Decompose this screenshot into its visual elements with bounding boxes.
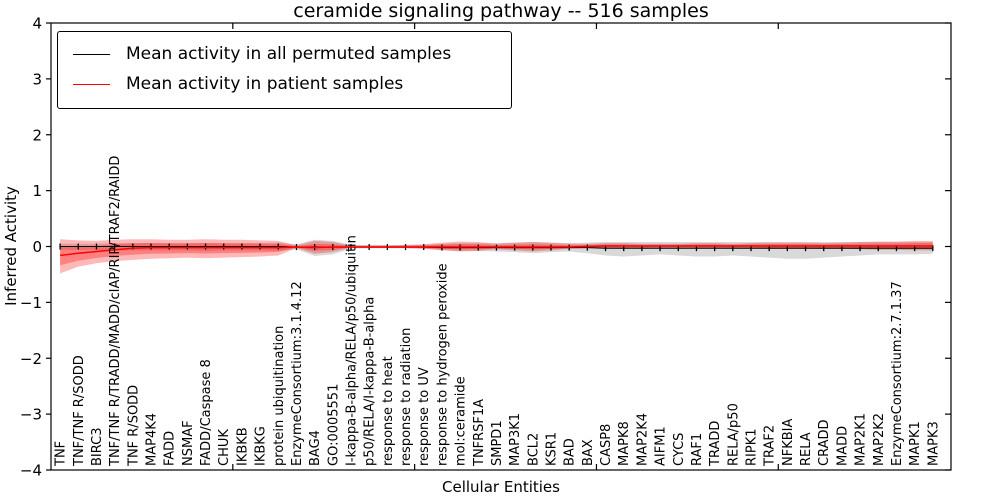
x-category-label: MADD (835, 426, 850, 466)
x-category-label: RELA/p50 (726, 403, 741, 466)
series-line (59, 245, 933, 257)
x-category-label: RAF1 (690, 433, 705, 466)
x-category-label: response to radiation (399, 328, 414, 466)
x-category-label: EnzymeConsortium:3.1.4.12 (290, 281, 305, 466)
x-category-label: BCL2 (526, 433, 541, 466)
axis-ticks (46, 22, 951, 471)
x-category-label: IKBKG (254, 426, 269, 466)
chart-title: ceramide signaling pathway -- 516 sample… (293, 0, 709, 22)
x-category-label: NSMAF (181, 420, 196, 466)
x-category-label: mol:ceramide (454, 376, 469, 466)
x-category-label: NFKBIA (781, 419, 796, 466)
legend-item-patient-samples: Mean activity in patient samples (73, 69, 511, 99)
x-category-label: TNF/TNF R/TRADD/MADD/cIAP/RIP/TRAF2/RAID… (108, 156, 123, 467)
y-tick-label: 2 (32, 126, 42, 144)
x-category-label: KSR1 (545, 432, 560, 466)
x-category-label: BAX (581, 439, 596, 466)
x-category-label: CYCS (672, 433, 687, 466)
x-category-label: RIPK1 (745, 428, 760, 466)
x-category-label: IKBKB (235, 427, 250, 466)
x-category-label: EnzymeConsortium:2.7.1.37 (890, 281, 905, 466)
x-category-label: BAG4 (308, 430, 323, 466)
x-category-label: TRADD (708, 421, 723, 467)
x-category-label: MAPK1 (908, 421, 923, 466)
y-tick-label: 0 (32, 238, 42, 256)
x-category-label: FADD/Caspase 8 (199, 359, 214, 466)
x-category-label: FADD (163, 431, 178, 466)
x-category-label: TNF (54, 441, 69, 467)
x-category-label: protein ubiquitination (272, 326, 287, 466)
x-category-label: TRAF2 (763, 425, 778, 467)
confidence-bands (60, 239, 933, 274)
x-category-label: BIRC3 (90, 428, 105, 467)
x-category-label: GO:0005551 (326, 384, 341, 466)
x-category-label: RELA (799, 432, 814, 466)
x-category-label: AIFM1 (654, 426, 669, 466)
y-tick-label: −3 (20, 406, 42, 424)
x-category-labels: TNF TNF/TNF R/SODD BIRC3 TNF/TNF R/TRADD/MA… (54, 156, 942, 467)
x-category-label: CRADD (817, 420, 832, 467)
x-category-label: TNFRSF1A (472, 399, 487, 467)
x-category-label: response to hydrogen peroxide (435, 263, 450, 466)
legend-box: Mean activity in all permuted samples Me… (57, 31, 512, 109)
x-category-label: CHUK (217, 429, 232, 466)
x-category-label: TNF R/SODD (126, 385, 141, 467)
x-category-label: MAP2K1 (854, 413, 869, 466)
legend-label-patient-samples: Mean activity in patient samples (126, 74, 404, 94)
x-category-label: p50/RELA/I-kappa-B-alpha (363, 297, 378, 466)
y-tick-label: 3 (32, 70, 42, 88)
y-tick-label: −4 (20, 462, 42, 480)
x-axis-label: Cellular Entities (442, 478, 560, 496)
x-category-label: CASP8 (599, 424, 614, 466)
x-category-label: I-kappa-B-alpha/RELA/p50/ubiquitin (345, 235, 360, 466)
y-tick-label: 4 (32, 15, 42, 33)
legend-label-permuted-samples: Mean activity in all permuted samples (126, 44, 452, 64)
legend-item-permuted-samples: Mean activity in all permuted samples (73, 39, 511, 69)
x-category-label: response to heat (381, 356, 396, 466)
x-category-label: SMPD1 (490, 420, 505, 466)
y-tick-label: 1 (32, 182, 42, 200)
x-category-label: response to UV (417, 367, 432, 466)
x-category-label: MAP3K1 (508, 413, 523, 466)
legend-line-red (73, 83, 110, 85)
x-category-label: MAP2K2 (872, 413, 887, 466)
legend-line-black (73, 53, 110, 55)
y-tick-label: −1 (20, 294, 42, 312)
x-category-label: MAPK8 (617, 421, 632, 466)
y-tick-labels: 4 3 2 1 0 −1 −2 −3 −4 (20, 15, 42, 480)
x-category-label: MAP2K4 (635, 413, 650, 466)
x-category-label: BAD (563, 438, 578, 466)
x-category-label: TNF/TNF R/SODD (72, 355, 87, 467)
y-tick-label: −2 (20, 350, 42, 368)
series-lines (59, 243, 934, 257)
x-category-label: MAPK3 (926, 421, 941, 466)
x-category-label: MAP4K4 (145, 413, 160, 466)
